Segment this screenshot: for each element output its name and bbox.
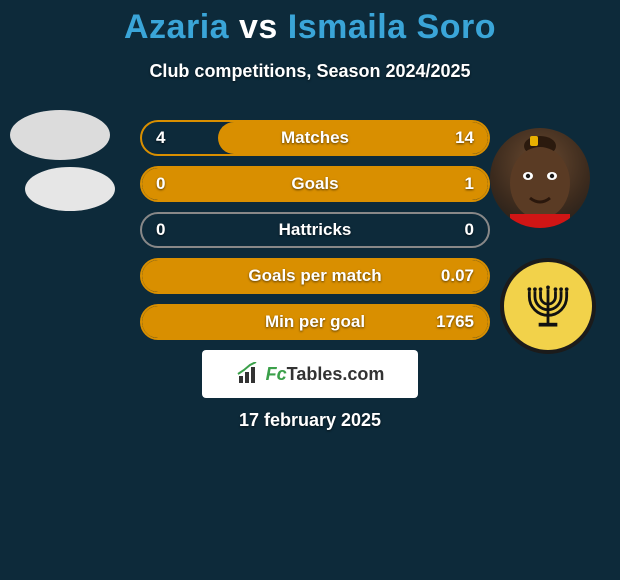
stat-right-value: 0 [465, 220, 474, 240]
player1-photo-placeholder [10, 110, 110, 160]
stat-row: Min per goal1765 [140, 304, 490, 340]
stat-right-value: 1 [465, 174, 474, 194]
stat-values: 00 [142, 220, 488, 240]
stat-right-value: 0.07 [441, 266, 474, 286]
stat-bars: Matches414Goals01Hattricks00Goals per ma… [140, 120, 490, 350]
stat-left-value: 0 [156, 174, 165, 194]
stat-right-value: 14 [455, 128, 474, 148]
stat-row: Matches414 [140, 120, 490, 156]
stat-values: 1765 [142, 312, 488, 332]
stat-values: 0.07 [142, 266, 488, 286]
fctables-logo: FcTables.com [202, 350, 418, 398]
player-face-icon [490, 128, 590, 228]
stat-row: Hattricks00 [140, 212, 490, 248]
stat-row: Goals per match0.07 [140, 258, 490, 294]
chart-icon [236, 362, 260, 386]
logo-text: FcTables.com [266, 364, 385, 385]
subtitle: Club competitions, Season 2024/2025 [0, 61, 620, 82]
player2-club-badge [500, 258, 596, 354]
vs-text: vs [239, 8, 278, 46]
player2-name: Ismaila Soro [288, 8, 496, 46]
date-text: 17 february 2025 [0, 410, 620, 431]
stat-left-value: 0 [156, 220, 165, 240]
page-title: Azaria vs Ismaila Soro [0, 0, 620, 47]
player2-photo [490, 128, 590, 228]
stat-right-value: 1765 [436, 312, 474, 332]
stat-row: Goals01 [140, 166, 490, 202]
stat-values: 4 14 [142, 128, 488, 148]
stat-left-value: 4 [156, 128, 165, 148]
stat-values: 01 [142, 174, 488, 194]
player1-club-placeholder [25, 167, 115, 211]
menorah-icon [520, 278, 576, 334]
player1-name: Azaria [124, 8, 229, 46]
